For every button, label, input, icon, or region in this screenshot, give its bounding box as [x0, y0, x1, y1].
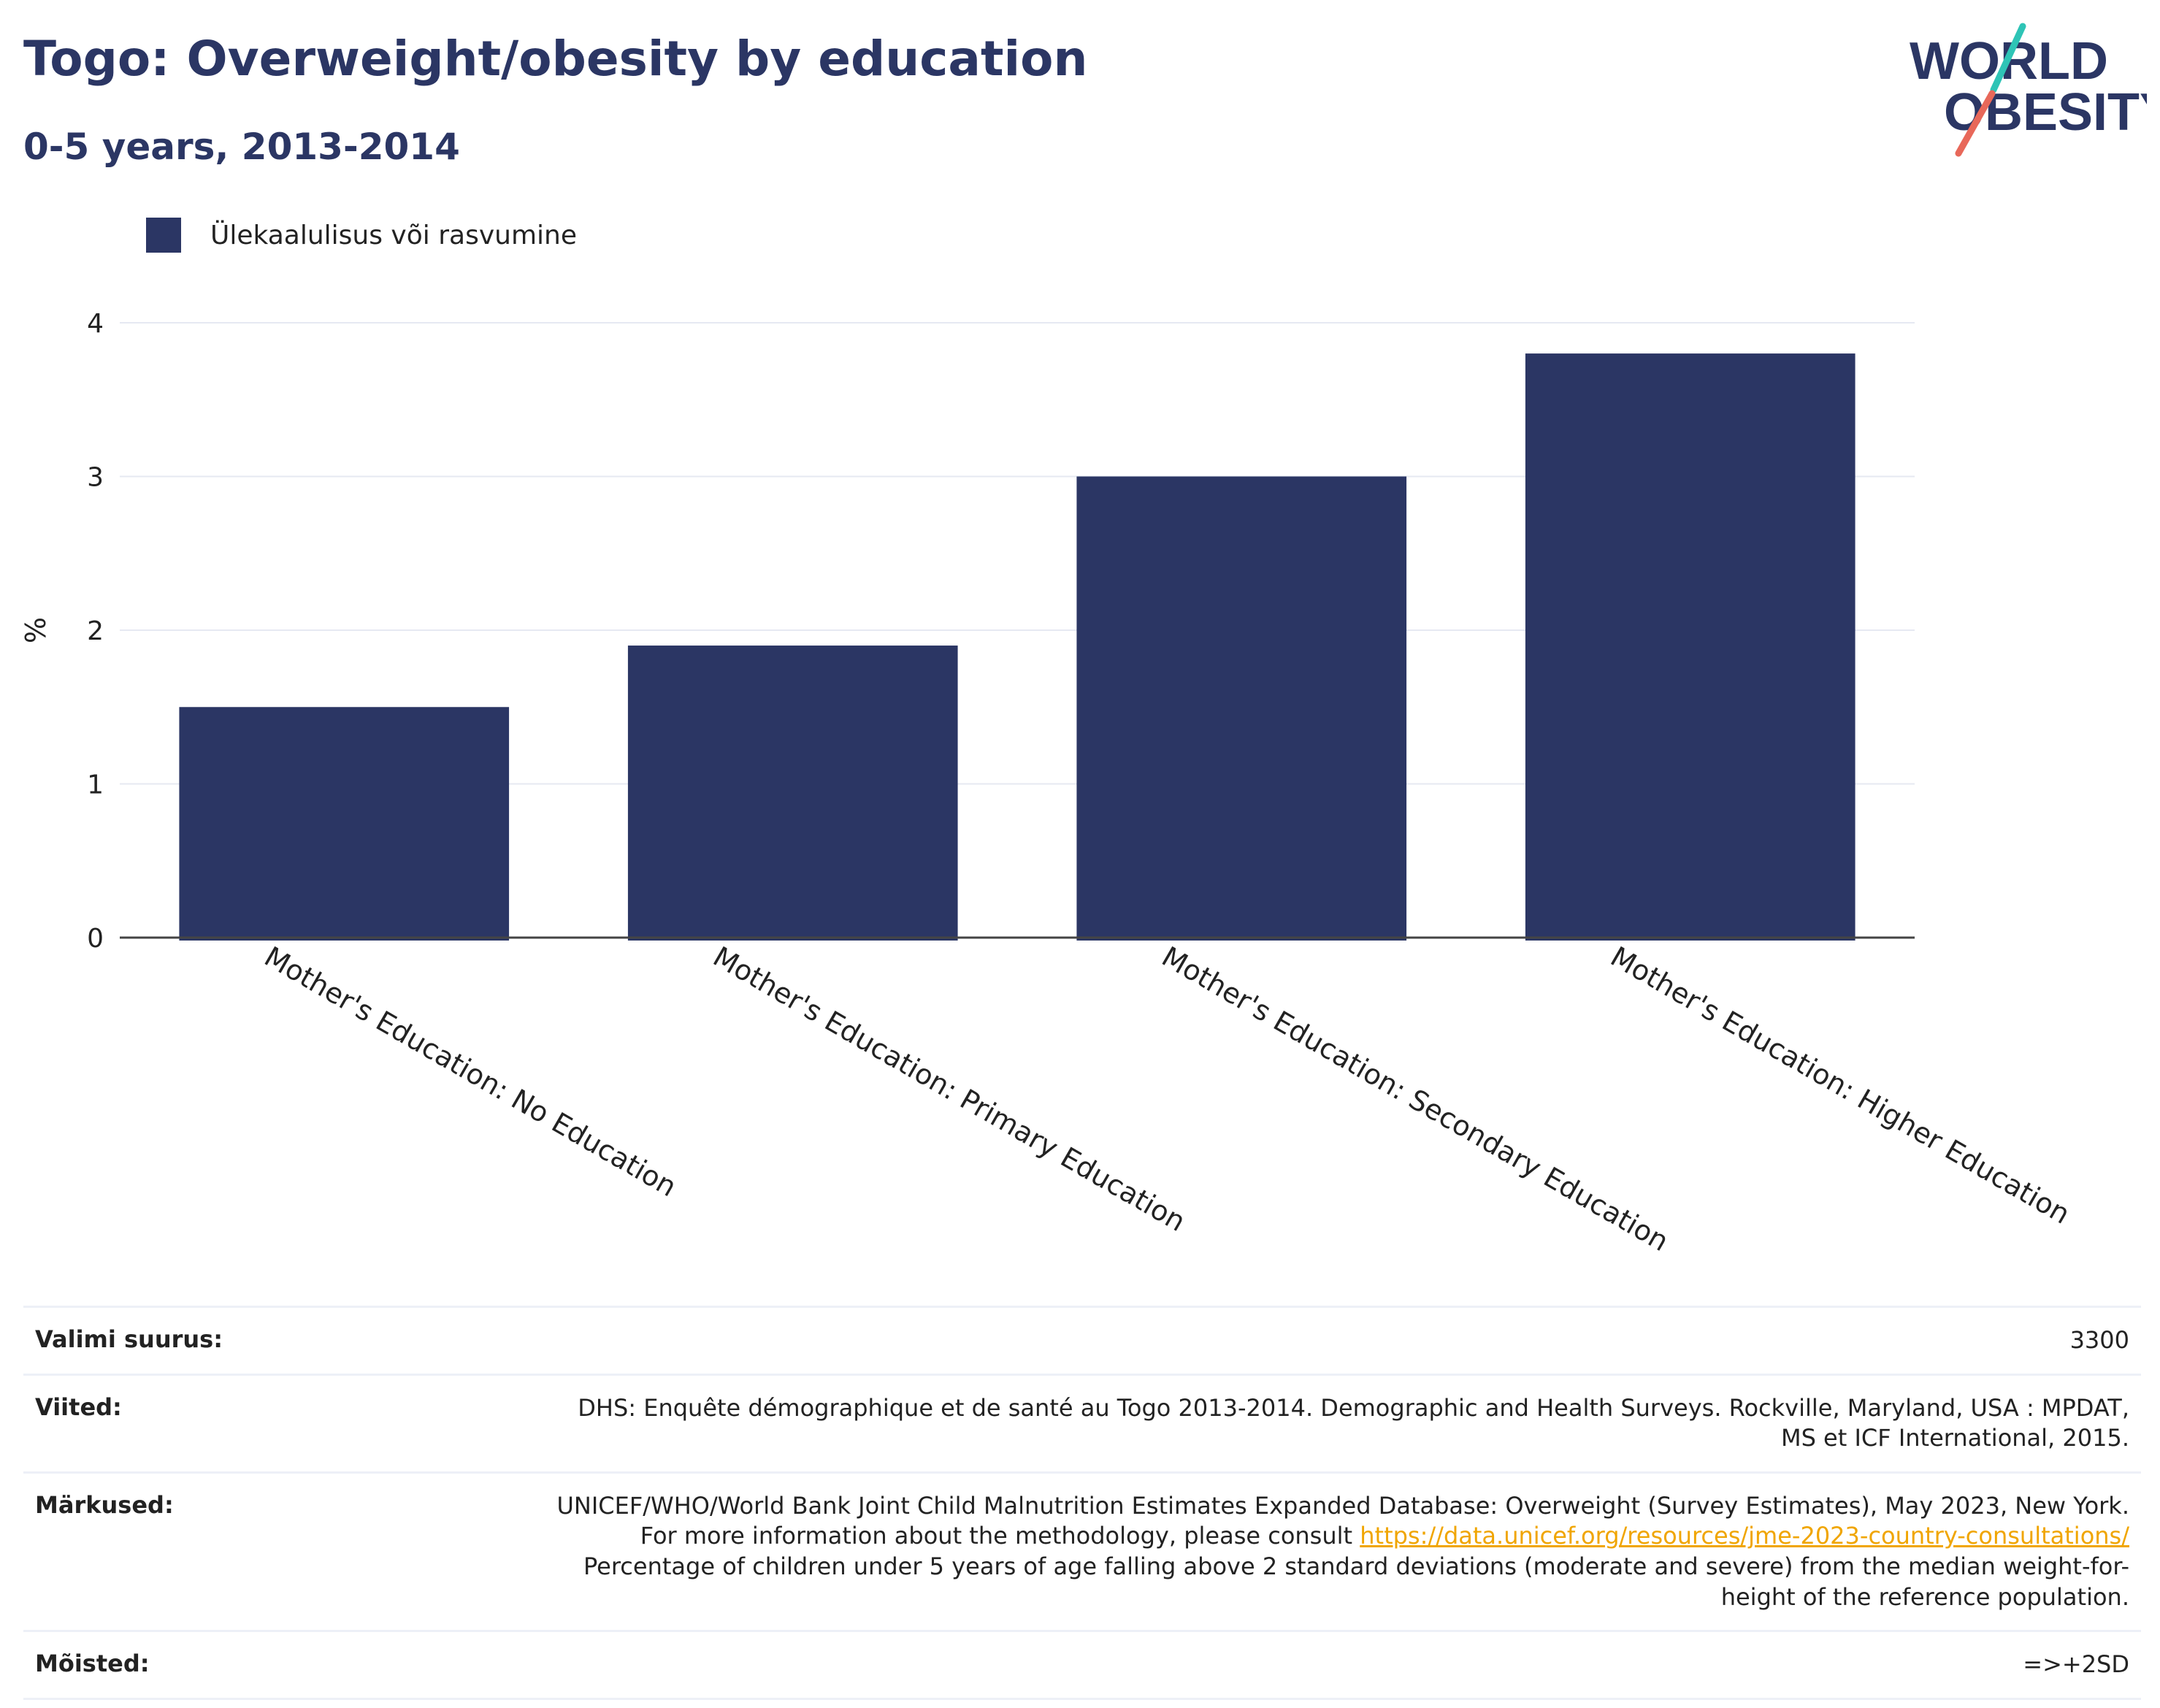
y-axis-title: %	[20, 617, 52, 643]
bar	[1525, 353, 1855, 941]
sample-size-label: Valimi suurus:	[35, 1325, 223, 1353]
definitions-label: Mõisted:	[35, 1650, 150, 1678]
notes-value: UNICEF/WHO/World Bank Joint Child Malnut…	[552, 1491, 2130, 1612]
methodology-link[interactable]: https://data.unicef.org/resources/jme-20…	[1360, 1522, 2129, 1550]
bar	[179, 707, 510, 941]
x-tick-label: Mother's Education: Higher Education	[1605, 941, 2075, 1230]
chart-title: Togo: Overweight/obesity by education	[23, 31, 1088, 87]
info-row-definitions: Mõisted: =>+2SD	[23, 1630, 2141, 1700]
y-tick-label: 0	[87, 924, 104, 954]
y-tick-label: 1	[87, 770, 104, 800]
info-row-references: Viited: DHS: Enquête démographique et de…	[23, 1373, 2141, 1471]
x-tick-label: Mother's Education: Primary Education	[708, 941, 1191, 1238]
notes-text-1: UNICEF/WHO/World Bank Joint Child Malnut…	[556, 1491, 2130, 1550]
references-value: DHS: Enquête démographique et de santé a…	[578, 1393, 2129, 1452]
notes-label: Märkused:	[35, 1490, 174, 1519]
logo-text-obesity: OBESITY	[1944, 83, 2147, 142]
bar	[1076, 476, 1407, 941]
y-tick-label: 3	[87, 463, 104, 493]
legend-swatch	[146, 218, 181, 253]
info-row-notes: Märkused: UNICEF/WHO/World Bank Joint Ch…	[23, 1471, 2141, 1630]
info-row-sample-size: Valimi suurus: 3300	[23, 1306, 2141, 1374]
logo-slash-coral	[1955, 90, 1996, 157]
info-table: Valimi suurus: 3300 Viited: DHS: Enquête…	[23, 1306, 2141, 1700]
chart-legend[interactable]: Ülekaalulisus või rasvumine	[146, 218, 577, 253]
x-tick-label: Mother's Education: Secondary Education	[1157, 941, 1674, 1258]
logo-slash-teal	[1990, 23, 2026, 93]
world-obesity-logo: WORLD OBESITY	[1910, 23, 2147, 157]
notes-text-2: Percentage of children under 5 years of …	[583, 1552, 2129, 1611]
definitions-value: =>+2SD	[2023, 1650, 2129, 1679]
bar	[627, 646, 958, 941]
legend-label: Ülekaalulisus või rasvumine	[210, 220, 577, 250]
y-tick-label: 2	[87, 616, 104, 646]
x-tick-label: Mother's Education: No Education	[259, 941, 682, 1203]
y-tick-label: 4	[87, 309, 104, 339]
references-label: Viited:	[35, 1393, 122, 1421]
chart-subtitle: 0-5 years, 2013-2014	[23, 126, 460, 168]
sample-size-value: 3300	[2069, 1326, 2129, 1354]
